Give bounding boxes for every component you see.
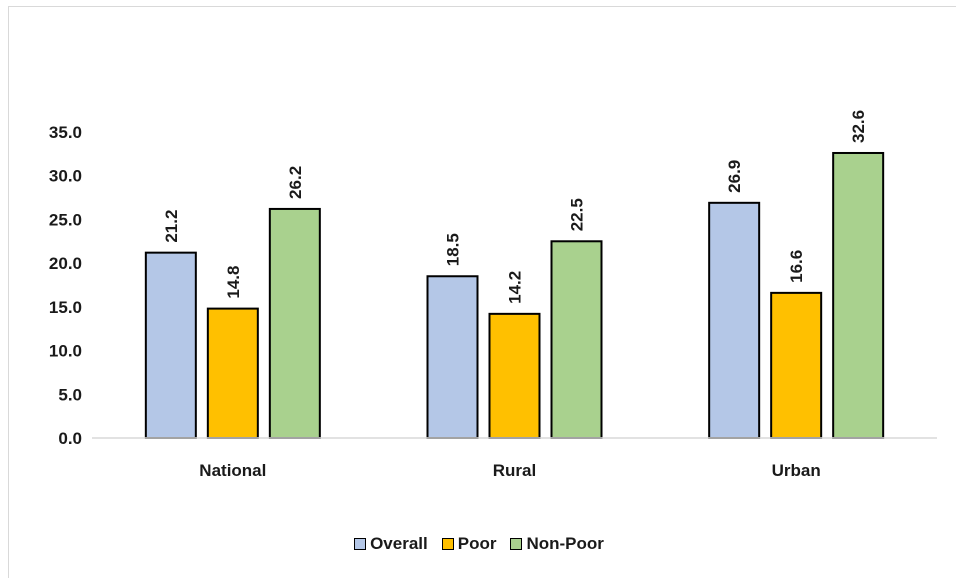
legend: Overall Poor Non-Poor	[0, 534, 958, 554]
y-tick-label: 35.0	[49, 123, 82, 142]
bar-data-labels: 21.2 14.8 26.2 18.5 14.2 22.5 26.9 16.6 32.6	[162, 110, 868, 304]
x-tick-label: Rural	[493, 461, 536, 480]
bar-non-poor-rural	[550, 240, 603, 439]
bar-data-label: 26.2	[286, 166, 305, 199]
bar-data-label: 14.8	[224, 266, 243, 299]
bar-data-label: 16.6	[787, 250, 806, 283]
y-tick-label: 10.0	[49, 342, 82, 361]
y-tick-label: 25.0	[49, 210, 82, 229]
bar-overall-rural	[426, 275, 479, 439]
legend-label-overall: Overall	[370, 534, 428, 553]
bars	[144, 151, 885, 440]
bar-overall-national	[144, 251, 197, 439]
x-tick-label: Urban	[772, 461, 821, 480]
bar-data-label: 32.6	[849, 110, 868, 143]
y-axis-ticks: 0.0 5.0 10.0 15.0 20.0 25.0 30.0 35.0	[49, 123, 82, 448]
legend-label-poor: Poor	[457, 534, 497, 553]
bar-data-label: 22.5	[568, 198, 587, 231]
bar-non-poor-national	[268, 207, 321, 439]
bar-data-label: 26.9	[725, 160, 744, 193]
bar-overall-urban	[708, 201, 761, 439]
bar-data-label: 18.5	[444, 233, 463, 266]
bar-poor-national	[206, 307, 259, 439]
legend-swatch-non-poor	[510, 538, 523, 550]
y-tick-label: 30.0	[49, 167, 82, 186]
bar-non-poor-urban	[832, 151, 885, 440]
y-tick-label: 15.0	[49, 298, 82, 317]
y-tick-label: 5.0	[58, 385, 82, 404]
legend-item-overall: Overall	[354, 534, 428, 554]
y-tick-label: 20.0	[49, 254, 82, 273]
legend-swatch-poor	[441, 538, 454, 550]
legend-item-non-poor: Non-Poor	[510, 534, 604, 554]
legend-item-poor: Poor	[441, 534, 497, 554]
bar-poor-urban	[770, 291, 823, 439]
chart-frame	[8, 6, 956, 578]
x-axis-ticks: National Rural Urban	[199, 461, 820, 480]
y-tick-label: 0.0	[58, 429, 82, 448]
bar-poor-rural	[488, 312, 541, 440]
bar-data-label: 21.2	[162, 210, 181, 243]
bar-data-label: 14.2	[506, 271, 525, 304]
legend-label-non-poor: Non-Poor	[526, 534, 604, 553]
legend-swatch-overall	[354, 538, 367, 550]
x-tick-label: National	[199, 461, 266, 480]
